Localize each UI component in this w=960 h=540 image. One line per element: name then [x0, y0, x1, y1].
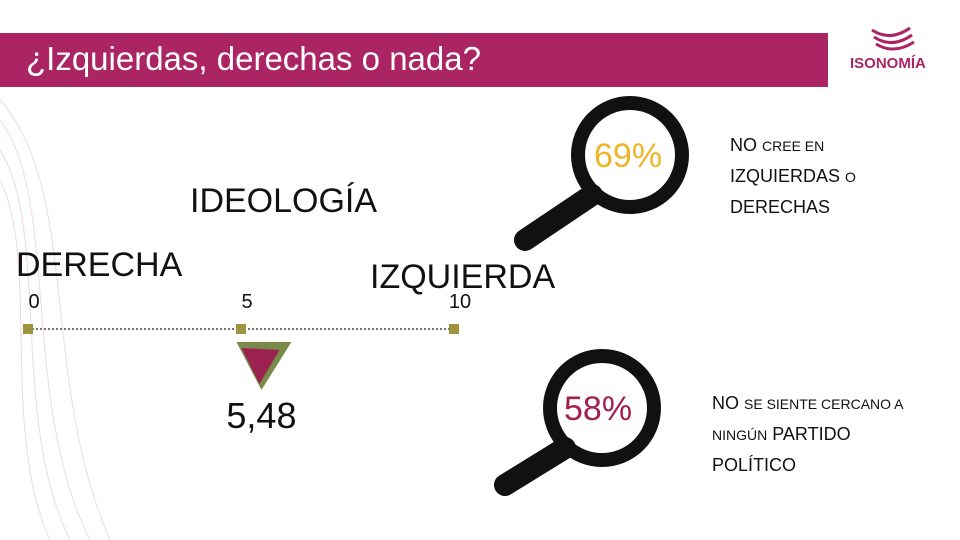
tick-mark: [236, 324, 246, 334]
stat-value: 69%: [594, 137, 663, 175]
stat-caption: NO SE SIENTE CERCANO A NINGÚN PARTIDO PO…: [712, 388, 904, 480]
logo: ISONOMÍA: [850, 55, 926, 72]
tick-label: 10: [449, 291, 471, 313]
value-marker-inner: [241, 348, 280, 384]
value-label: 5,48: [226, 395, 296, 436]
caption-part: CREE EN: [762, 138, 825, 154]
tick-mark: [23, 324, 33, 334]
left-label: DERECHA: [16, 246, 183, 284]
caption-part: SE SIENTE CERCANO A: [744, 396, 904, 412]
right-label: IZQUIERDA: [370, 258, 556, 296]
caption-part: PARTIDO: [772, 424, 851, 444]
decor-waves: [0, 99, 111, 540]
caption-part: NO: [730, 135, 757, 155]
magnifier: [514, 96, 689, 251]
magnifier: [494, 349, 661, 496]
caption-part: NO: [712, 393, 739, 413]
logo-waves: [871, 26, 915, 51]
caption-part: DERECHAS: [730, 197, 831, 217]
tick-mark: [449, 324, 459, 334]
tick-label: 0: [28, 291, 39, 313]
title: ¿Izquierdas, derechas o nada?: [26, 40, 481, 77]
caption-part: POLÍTICO: [712, 455, 797, 475]
caption-part: O: [845, 169, 856, 185]
caption-part: IZQUIERDAS: [730, 166, 841, 186]
caption-part: NINGÚN: [712, 427, 768, 443]
ideology-scale: 0 5 10 5,48: [23, 291, 471, 436]
tick-label: 5: [241, 291, 252, 313]
stat-value: 58%: [564, 390, 633, 428]
heading: IDEOLOGÍA: [190, 182, 378, 220]
stat-caption: NO CREE EN IZQUIERDAS O DERECHAS: [730, 130, 856, 222]
title-bar: [0, 33, 828, 87]
